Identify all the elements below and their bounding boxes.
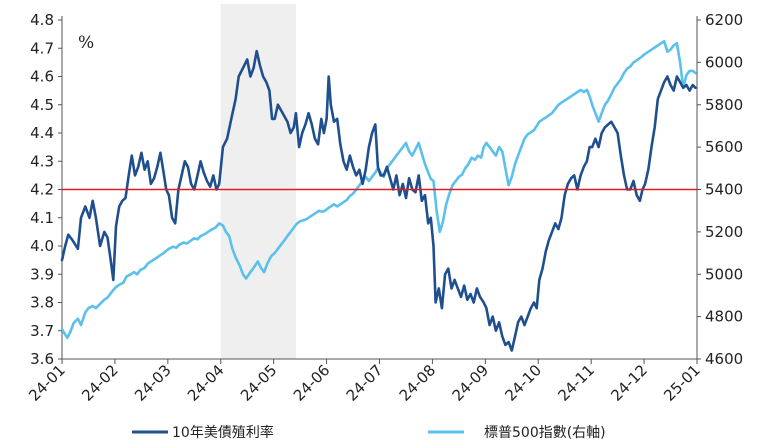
left-axis-tick-label: 4.4 — [30, 124, 54, 142]
x-axis-tick-label: 24-05 — [237, 361, 281, 405]
unit-label: % — [78, 33, 94, 53]
right-axis-tick-label: 4800 — [705, 308, 743, 326]
left-axis-tick-label: 4.2 — [30, 181, 54, 199]
right-axis-tick-label: 5200 — [705, 223, 743, 241]
series-line-yield — [60, 49, 697, 352]
x-axis-tick-label: 24-09 — [449, 361, 493, 405]
left-axis-tick-label: 4.8 — [30, 11, 54, 29]
x-axis-tick-label: 25-01 — [660, 361, 704, 405]
x-axis-tick-label: 24-12 — [607, 361, 651, 405]
left-axis-tick-label: 4.5 — [30, 96, 54, 114]
x-axis-tick-label: 24-03 — [131, 361, 175, 405]
right-axis-tick-label: 5400 — [705, 181, 743, 199]
left-axis-tick-label: 4.1 — [30, 209, 54, 227]
x-axis-tick-label: 24-07 — [343, 361, 387, 405]
x-axis: 24-01 24-02 24-03 24-04 24-05 24-06 24-07 24-08… — [25, 359, 704, 405]
right-axis-tick-label: 6200 — [705, 11, 743, 29]
left-axis-tick-label: 4.0 — [30, 237, 54, 255]
left-axis-tick-label: 3.8 — [30, 294, 54, 312]
left-axis-tick-label: 3.9 — [30, 265, 54, 283]
left-axis-tick-label: 4.6 — [30, 68, 54, 86]
x-axis-tick-label: 24-08 — [396, 361, 440, 405]
right-axis: 4600 4800 5000 5200 5400 5600 5800 6000 6200 — [697, 11, 743, 368]
left-axis: 3.6 3.7 3.8 3.9 4.0 4.1 4.2 4.3 4.4 4.5 4.6 4.7 4.8 — [30, 11, 62, 368]
right-axis-tick-label: 5800 — [705, 96, 743, 114]
x-axis-tick-label: 24-11 — [554, 361, 598, 405]
x-axis-tick-label: 24-10 — [502, 361, 546, 405]
right-axis-tick-label: 6000 — [705, 53, 743, 71]
legend-label-sp500: 標普500指數(右軸) — [484, 425, 606, 441]
plot-frame — [61, 16, 698, 360]
x-axis-tick-label: 24-02 — [78, 361, 122, 405]
legend: 10年美債殖利率 標普500指數(右軸) — [132, 424, 606, 441]
left-axis-tick-label: 4.7 — [30, 39, 54, 57]
x-axis-tick-label: 24-04 — [184, 361, 228, 405]
series-layer — [60, 39, 697, 352]
right-axis-tick-label: 5600 — [705, 138, 743, 156]
left-axis-tick-label: 4.3 — [30, 152, 54, 170]
right-axis-tick-label: 4600 — [705, 350, 743, 368]
legend-label-yield: 10年美債殖利率 — [172, 424, 274, 441]
left-axis-tick-label: 3.7 — [30, 322, 54, 340]
right-axis-tick-label: 5000 — [705, 265, 743, 283]
left-axis-tick-label: 3.6 — [30, 350, 54, 368]
x-axis-tick-label: 24-06 — [290, 361, 334, 405]
